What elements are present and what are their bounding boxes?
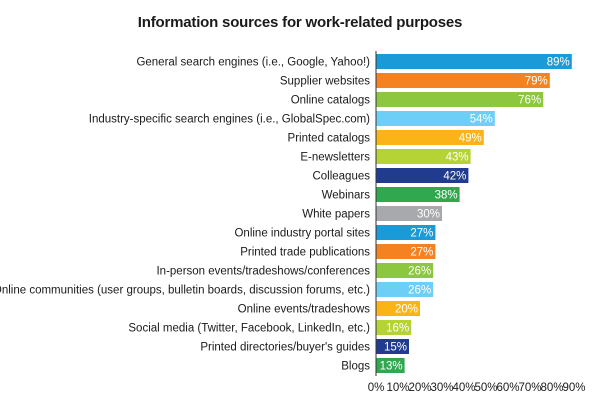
category-label: Industry-specific search engines (i.e., …	[89, 114, 370, 126]
x-tick-label: 60%	[496, 382, 519, 394]
bar	[376, 358, 405, 373]
value-label: 27%	[410, 247, 433, 259]
category-label: Online events/tradeshows	[238, 304, 371, 316]
category-label: Colleagues	[312, 171, 370, 183]
value-label: 38%	[435, 190, 458, 202]
bar	[376, 320, 412, 335]
value-label: 13%	[380, 361, 403, 373]
bar	[376, 92, 544, 107]
bar	[376, 111, 495, 126]
x-tick-label: 10%	[386, 382, 409, 394]
value-label: 15%	[384, 342, 407, 354]
value-label: 76%	[518, 95, 541, 107]
value-label: 79%	[525, 76, 548, 88]
value-label: 16%	[386, 323, 409, 335]
x-tick-label: 40%	[452, 382, 475, 394]
category-label: White papers	[302, 209, 370, 221]
bar	[376, 282, 434, 297]
category-label: Printed directories/buyer's guides	[200, 342, 370, 354]
x-tick-label: 80%	[540, 382, 563, 394]
bar	[376, 149, 471, 164]
value-label: 42%	[443, 171, 466, 183]
value-label: 89%	[547, 57, 570, 69]
category-label: Online catalogs	[291, 95, 371, 107]
value-label: 54%	[470, 114, 493, 126]
value-label: 27%	[410, 228, 433, 240]
bar	[376, 206, 442, 221]
value-label: 30%	[417, 209, 440, 221]
category-label: Printed catalogs	[288, 133, 371, 145]
category-label: Blogs	[341, 361, 370, 373]
value-label: 20%	[395, 304, 418, 316]
x-tick-label: 30%	[430, 382, 453, 394]
category-label: E-newsletters	[300, 152, 370, 164]
category-label: Online industry portal sites	[234, 228, 370, 240]
category-label: Online communities (user groups, bulleti…	[0, 285, 370, 297]
category-label: Webinars	[322, 190, 371, 202]
bar	[376, 301, 420, 316]
chart-title: Information sources for work-related pur…	[137, 14, 463, 31]
bar	[376, 225, 436, 240]
value-label: 49%	[459, 133, 482, 145]
bar	[376, 130, 484, 145]
bar	[376, 168, 469, 183]
bar	[376, 263, 434, 278]
category-label: In-person events/tradeshows/conferences	[156, 266, 370, 278]
x-tick-label: 0%	[368, 382, 385, 394]
value-label: 26%	[408, 285, 431, 297]
category-label: General search engines (i.e., Google, Ya…	[136, 57, 370, 69]
x-tick-label: 20%	[408, 382, 431, 394]
bar	[376, 339, 409, 354]
bar	[376, 54, 572, 69]
bar	[376, 244, 436, 259]
category-label: Social media (Twitter, Facebook, LinkedI…	[128, 323, 370, 335]
category-label: Printed trade publications	[240, 247, 370, 259]
bar	[376, 73, 550, 88]
value-label: 26%	[408, 266, 431, 278]
x-tick-label: 50%	[474, 382, 497, 394]
bar	[376, 187, 460, 202]
value-label: 43%	[446, 152, 469, 164]
x-tick-label: 70%	[518, 382, 541, 394]
x-tick-label: 90%	[562, 382, 585, 394]
category-label: Supplier websites	[280, 76, 370, 88]
